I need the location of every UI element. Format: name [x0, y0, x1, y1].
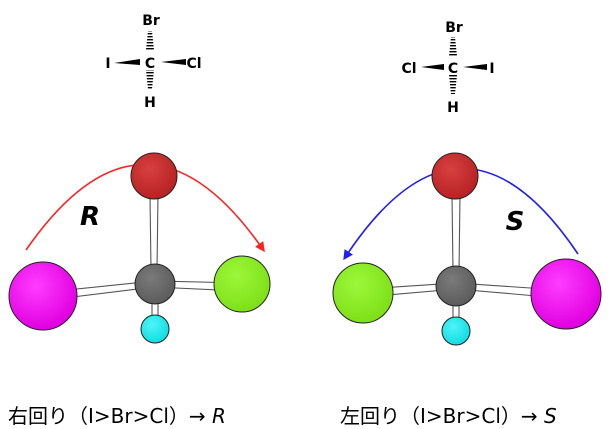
left-hashed-bond-up [146, 31, 154, 50]
right-formula-center-label: C [448, 61, 458, 77]
left-wedge-bond-right [161, 59, 186, 65]
left-structural-formula: Br I C Cl H [105, 13, 201, 111]
right-i-atom [530, 258, 602, 330]
right-ball-and-stick-model: S [332, 152, 602, 346]
left-c-atom [134, 263, 176, 305]
right-formula-top-label: Br [445, 20, 463, 36]
right-c-atom [435, 265, 477, 307]
right-bond-c-br [451, 194, 461, 273]
right-formula-right-label: I [489, 61, 494, 77]
left-bond-c-br [149, 194, 159, 271]
left-br-atom [130, 152, 178, 200]
right-caption-text: 左回り（I>Br>Cl）→ [340, 404, 544, 428]
right-wedge-bond-left [421, 64, 444, 70]
left-caption-result: R [212, 404, 226, 428]
left-cl-atom [213, 255, 271, 313]
left-formula-top-label: Br [142, 13, 160, 29]
left-ball-and-stick-model: R [8, 152, 271, 344]
left-formula-bottom-label: H [144, 95, 156, 111]
right-formula-left-label: Cl [401, 61, 416, 77]
left-rotation-letter: R [80, 202, 100, 232]
right-caption: 左回り（I>Br>Cl）→ S [340, 400, 557, 429]
right-formula-bottom-label: H [447, 100, 459, 116]
left-formula-center-label: C [145, 56, 155, 72]
right-wedge-bond-right [463, 64, 487, 70]
left-formula-right-label: Cl [186, 56, 201, 72]
right-br-atom [431, 152, 479, 200]
left-wedge-bond-left [114, 59, 140, 65]
right-rotation-letter: S [506, 207, 525, 237]
right-h-atom [441, 316, 471, 346]
right-cl-atom [332, 262, 394, 324]
left-caption: 右回り（I>Br>Cl）→ R [8, 400, 226, 429]
right-caption-result: S [544, 404, 557, 428]
left-hashed-bond-down [146, 70, 154, 89]
left-caption-text: 右回り（I>Br>Cl）→ [8, 404, 212, 428]
left-i-atom [8, 261, 78, 331]
left-formula-left-label: I [105, 56, 110, 72]
right-hashed-bond-up [449, 37, 457, 56]
left-h-atom [140, 314, 170, 344]
right-hashed-bond-down [449, 75, 457, 94]
right-structural-formula: Br Cl C I H [401, 20, 494, 116]
